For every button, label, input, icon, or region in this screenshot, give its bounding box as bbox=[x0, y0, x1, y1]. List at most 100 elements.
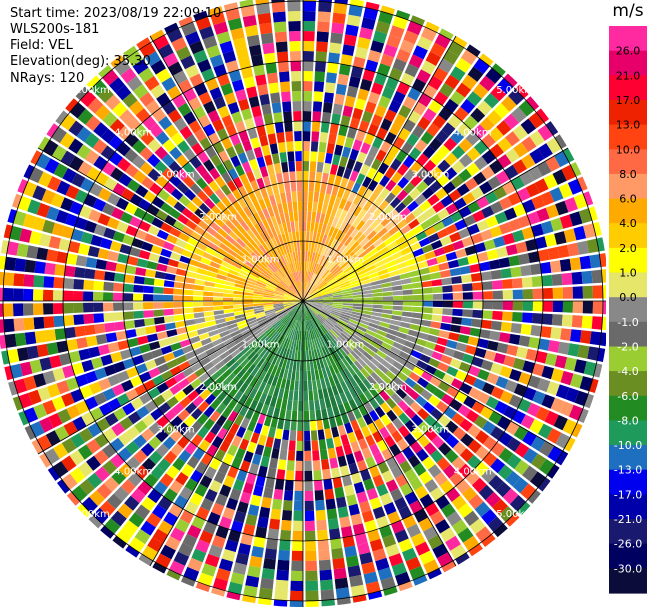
radar-gate bbox=[381, 359, 392, 370]
radar-gate bbox=[320, 286, 330, 292]
radar-gate bbox=[217, 73, 230, 87]
radar-gate bbox=[197, 59, 212, 73]
radar-gate bbox=[283, 389, 289, 400]
radar-gate bbox=[279, 213, 286, 224]
radar-gate bbox=[359, 223, 370, 234]
radar-gate bbox=[205, 226, 217, 237]
radar-gate bbox=[93, 392, 107, 406]
radar-gate bbox=[44, 448, 60, 465]
radar-gate bbox=[309, 251, 313, 262]
radar-gate bbox=[345, 326, 355, 334]
radar-gate bbox=[383, 44, 398, 58]
radar-gate bbox=[337, 186, 345, 198]
radar-gate bbox=[537, 143, 553, 159]
radar-gate bbox=[47, 383, 61, 398]
radar-gate bbox=[363, 226, 374, 237]
radar-gate bbox=[221, 114, 234, 128]
radar-gate bbox=[367, 123, 379, 136]
radar-gate bbox=[567, 343, 580, 357]
radar-gate bbox=[210, 11, 226, 26]
radar-gate bbox=[182, 367, 194, 378]
radar-gate bbox=[322, 306, 332, 310]
radar-gate bbox=[122, 234, 135, 246]
radar-gate bbox=[65, 213, 79, 227]
radar-gate bbox=[273, 438, 282, 450]
colorbar-swatch bbox=[609, 371, 647, 397]
radar-gate bbox=[315, 232, 321, 243]
radar-gate bbox=[240, 266, 251, 274]
radar-gate bbox=[222, 419, 233, 431]
radar-gate bbox=[231, 261, 243, 270]
radar-gate bbox=[267, 72, 279, 84]
radar-gate bbox=[338, 317, 349, 324]
radar-gate bbox=[360, 354, 370, 365]
radar-gate bbox=[193, 284, 205, 291]
radar-gate bbox=[213, 305, 224, 311]
radar-gate bbox=[274, 479, 285, 490]
radar-gate bbox=[421, 26, 437, 42]
radar-gate bbox=[447, 259, 460, 269]
radar-gate bbox=[69, 450, 85, 466]
radar-gate bbox=[155, 209, 169, 221]
radar-gate bbox=[113, 361, 126, 373]
radar-gate bbox=[298, 281, 302, 292]
radar-gate bbox=[411, 427, 424, 440]
radar-gate bbox=[166, 396, 179, 408]
radar-gate bbox=[381, 341, 393, 351]
radar-gate bbox=[153, 278, 165, 287]
radar-gate bbox=[321, 112, 332, 123]
radar-gate bbox=[307, 283, 313, 293]
radar-gate bbox=[498, 506, 516, 523]
radar-gate bbox=[152, 196, 165, 209]
radar-gate bbox=[304, 420, 310, 431]
colorbar-tick-label: -26.0 bbox=[614, 538, 642, 551]
radar-gate bbox=[92, 507, 109, 524]
radar-gate bbox=[295, 294, 303, 301]
radar-gate bbox=[233, 287, 245, 292]
radar-gate bbox=[383, 502, 397, 515]
radar-gate bbox=[323, 299, 334, 301]
radar-gate bbox=[288, 211, 294, 222]
radar-gate bbox=[396, 219, 408, 230]
radar-gate bbox=[365, 348, 376, 357]
radar-gate bbox=[286, 263, 292, 274]
radar-gate bbox=[358, 438, 369, 450]
radar-gate bbox=[173, 117, 188, 132]
radar-gate bbox=[280, 255, 287, 266]
radar-gate bbox=[309, 410, 316, 421]
radar-gate bbox=[131, 238, 144, 249]
radar-gate bbox=[425, 382, 438, 394]
radar-gate bbox=[282, 171, 290, 183]
radar-gate bbox=[339, 280, 350, 287]
radar-gate bbox=[303, 1, 317, 12]
radar-gate bbox=[43, 316, 55, 329]
radar-gate bbox=[153, 302, 164, 309]
radar-gate bbox=[263, 558, 276, 570]
radar-gate bbox=[312, 297, 323, 300]
radar-gate bbox=[295, 282, 300, 292]
radar-gate bbox=[191, 253, 203, 262]
radar-gate bbox=[169, 252, 182, 261]
radar-gate bbox=[166, 569, 181, 581]
colorbar-tick-label: 4.0 bbox=[619, 217, 637, 230]
radar-gate bbox=[380, 140, 392, 153]
radar-gate bbox=[218, 379, 230, 391]
radar-gate bbox=[303, 310, 306, 321]
radar-gate bbox=[430, 166, 444, 180]
radar-gate bbox=[298, 400, 303, 412]
radar-gate bbox=[258, 319, 269, 326]
radar-gate bbox=[308, 330, 312, 341]
radar-gate bbox=[153, 309, 164, 317]
radar-gate bbox=[223, 289, 234, 294]
radar-gate bbox=[68, 120, 84, 137]
radar-gate bbox=[187, 264, 199, 273]
radar-gate bbox=[532, 390, 546, 405]
radar-gate bbox=[134, 319, 145, 328]
radar-gate bbox=[292, 540, 303, 552]
radar-gate bbox=[231, 111, 243, 124]
radar-gate bbox=[190, 231, 202, 241]
radar-gate bbox=[237, 152, 248, 164]
radar-gate bbox=[328, 194, 337, 206]
radar-gate bbox=[372, 308, 383, 313]
radar-gate bbox=[83, 302, 94, 313]
